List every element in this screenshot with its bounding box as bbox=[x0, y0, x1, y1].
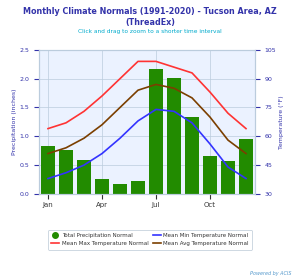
Bar bbox=[113, 184, 127, 194]
Bar bbox=[185, 117, 199, 194]
Bar bbox=[41, 146, 55, 194]
Bar bbox=[239, 139, 253, 194]
Bar bbox=[77, 160, 91, 194]
Bar bbox=[221, 161, 235, 194]
Legend: Total Precipitation Normal, Mean Max Temperature Normal, Mean Min Temperature No: Total Precipitation Normal, Mean Max Tem… bbox=[48, 230, 252, 250]
Bar bbox=[95, 179, 109, 194]
Bar bbox=[131, 181, 145, 194]
Text: Click and drag to zoom to a shorter time interval: Click and drag to zoom to a shorter time… bbox=[78, 29, 222, 34]
Bar bbox=[59, 150, 73, 194]
Bar bbox=[167, 78, 181, 194]
Text: Monthly Climate Normals (1991-2020) - Tucson Area, AZ: Monthly Climate Normals (1991-2020) - Tu… bbox=[23, 7, 277, 16]
Y-axis label: Temperature (°F): Temperature (°F) bbox=[279, 95, 284, 149]
Y-axis label: Precipitation (inches): Precipitation (inches) bbox=[12, 89, 16, 155]
Text: Powered by ACIS: Powered by ACIS bbox=[250, 271, 291, 276]
Bar bbox=[203, 157, 217, 194]
Text: (ThreadEx): (ThreadEx) bbox=[125, 18, 175, 27]
Bar bbox=[149, 69, 163, 194]
